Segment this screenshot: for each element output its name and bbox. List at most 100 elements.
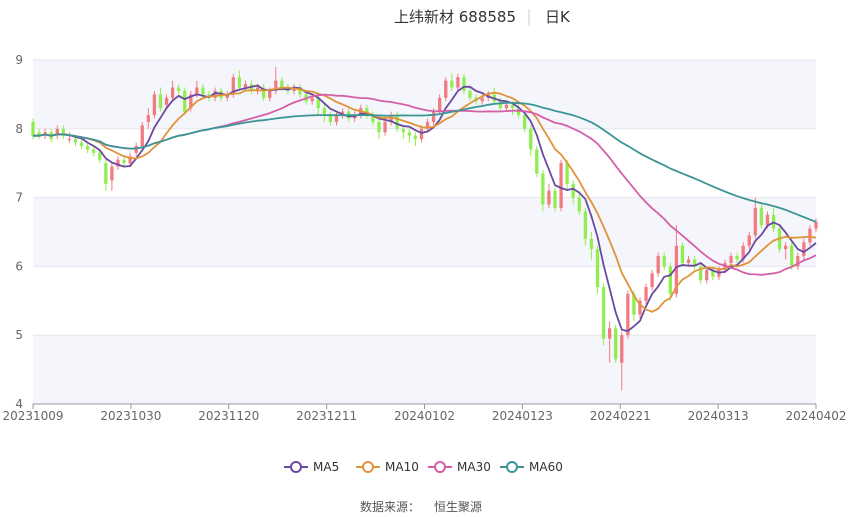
candle-body [759, 207, 764, 226]
plot-band [33, 335, 816, 404]
y-tick-label: 8 [15, 122, 23, 136]
candle-body [559, 163, 563, 208]
candle-body [201, 87, 205, 95]
candle-body [280, 80, 284, 88]
candle-body [383, 121, 387, 133]
candle-body [747, 235, 751, 246]
candle-body [644, 287, 648, 301]
candle-body [607, 328, 612, 339]
y-tick-label: 4 [15, 397, 23, 411]
y-axis: 4 5 6 7 8 9 [15, 53, 23, 411]
candle-body [334, 115, 339, 122]
candle-body [705, 269, 709, 281]
candle-body [510, 104, 515, 109]
candle-body [255, 87, 260, 91]
candle-body [735, 256, 739, 260]
candle-body [729, 256, 733, 263]
candle-body [261, 87, 266, 98]
candle-body [377, 121, 381, 133]
legend-ma30-marker [434, 461, 446, 473]
candle-body [395, 115, 399, 129]
candle-body [316, 97, 320, 109]
candle-body [753, 207, 757, 236]
candle-body [170, 87, 175, 98]
candle-body [498, 101, 503, 109]
period-label[interactable]: 日K [545, 8, 571, 26]
candle-body [104, 163, 108, 184]
candle-body [626, 293, 630, 336]
x-tick-label: 20240221 [590, 409, 651, 423]
candle-body [480, 97, 484, 102]
candle-body [680, 245, 685, 263]
candle-body [711, 269, 715, 277]
candle-body [110, 166, 114, 181]
source-name: 恒生聚源 [434, 500, 482, 514]
candle-body [322, 108, 327, 116]
candle-body [407, 132, 411, 136]
chart-title: 上纬新材 688585 [394, 8, 516, 26]
candle-body [389, 115, 393, 122]
candle-body [450, 80, 454, 88]
legend-ma10-label: MA10 [385, 460, 419, 474]
candle-body [274, 80, 278, 91]
candle-body [814, 221, 818, 229]
candle-body [158, 94, 163, 109]
candle-body [565, 163, 569, 184]
plot-background [33, 60, 816, 404]
x-tick-label: 20231120 [198, 409, 259, 423]
legend-ma10-marker [362, 461, 374, 473]
candle-body [583, 211, 588, 239]
candle-body [419, 128, 424, 140]
candle-body [462, 77, 466, 91]
candle-body [243, 84, 248, 88]
legend-ma5-marker [290, 461, 302, 473]
x-tick-label: 20240313 [688, 409, 749, 423]
y-tick-label: 7 [15, 191, 23, 205]
chart-header: 上纬新材 688585 日K [394, 8, 571, 26]
candle-body [140, 125, 144, 146]
candle-body [438, 97, 442, 112]
candle-body [31, 121, 35, 136]
candle-body [808, 228, 812, 243]
candle-body [699, 266, 703, 281]
candle-body [401, 128, 405, 133]
candle-body [662, 256, 666, 267]
candle-body [656, 256, 660, 274]
ma10-line [33, 86, 817, 313]
candle-body [85, 146, 90, 150]
candle-body [98, 152, 102, 160]
candle-body [468, 90, 472, 98]
x-tick-label: 20240402 [785, 409, 846, 423]
candle-body [529, 128, 533, 150]
candle-body [650, 273, 654, 288]
candle-body [571, 183, 575, 198]
x-tick-label: 20231030 [100, 409, 161, 423]
ma60-line [33, 101, 817, 223]
y-tick-label: 5 [15, 328, 23, 342]
x-axis: 20231009 20231030 20231120 20231211 20240102… [2, 403, 847, 423]
legend-ma60-marker [506, 461, 518, 473]
candle-body [146, 115, 150, 122]
candle-body [692, 259, 697, 267]
candle-body [632, 293, 636, 315]
candle-body [92, 149, 96, 153]
candle-body [116, 159, 120, 167]
candle-body [790, 245, 794, 267]
legend-ma30-label: MA30 [457, 460, 491, 474]
candle-body [61, 128, 66, 136]
candle-body [504, 104, 509, 109]
candle-body [668, 266, 672, 294]
candle-body [783, 245, 788, 250]
candle-body [371, 115, 375, 122]
candle-body [67, 139, 72, 141]
candle-body [577, 197, 581, 212]
plot-band [33, 60, 816, 129]
y-tick-label: 9 [15, 53, 23, 67]
candle-body [595, 249, 600, 288]
candle-body [431, 111, 436, 122]
candle-body [79, 142, 84, 146]
legend-ma60-label: MA60 [529, 460, 563, 474]
candle-body [152, 94, 157, 116]
candle-body [128, 156, 132, 164]
